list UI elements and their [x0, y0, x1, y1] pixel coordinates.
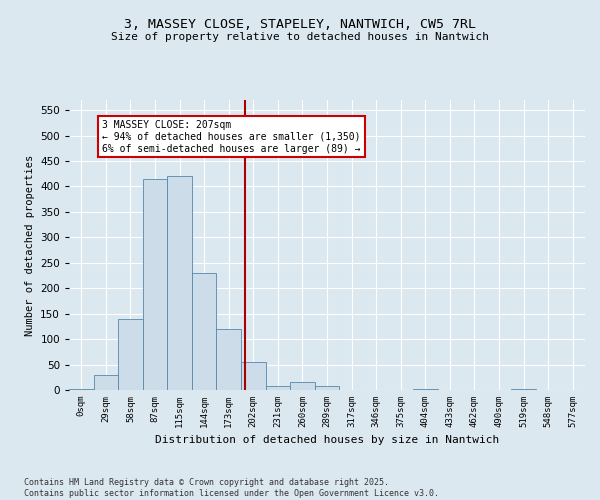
Bar: [167, 176, 192, 390]
X-axis label: Distribution of detached houses by size in Nantwich: Distribution of detached houses by size …: [155, 436, 499, 446]
Y-axis label: Number of detached properties: Number of detached properties: [25, 154, 35, 336]
Bar: [217, 329, 241, 390]
Bar: [315, 386, 339, 390]
Bar: [192, 273, 217, 390]
Bar: [69, 389, 94, 390]
Text: 3, MASSEY CLOSE, STAPELEY, NANTWICH, CW5 7RL: 3, MASSEY CLOSE, STAPELEY, NANTWICH, CW5…: [124, 18, 476, 30]
Bar: [94, 374, 118, 390]
Bar: [290, 382, 315, 390]
Bar: [266, 386, 290, 390]
Text: Size of property relative to detached houses in Nantwich: Size of property relative to detached ho…: [111, 32, 489, 42]
Bar: [118, 319, 143, 390]
Text: Contains HM Land Registry data © Crown copyright and database right 2025.
Contai: Contains HM Land Registry data © Crown c…: [24, 478, 439, 498]
Bar: [241, 362, 266, 390]
Text: 3 MASSEY CLOSE: 207sqm
← 94% of detached houses are smaller (1,350)
6% of semi-d: 3 MASSEY CLOSE: 207sqm ← 94% of detached…: [102, 120, 361, 154]
Bar: [143, 179, 167, 390]
